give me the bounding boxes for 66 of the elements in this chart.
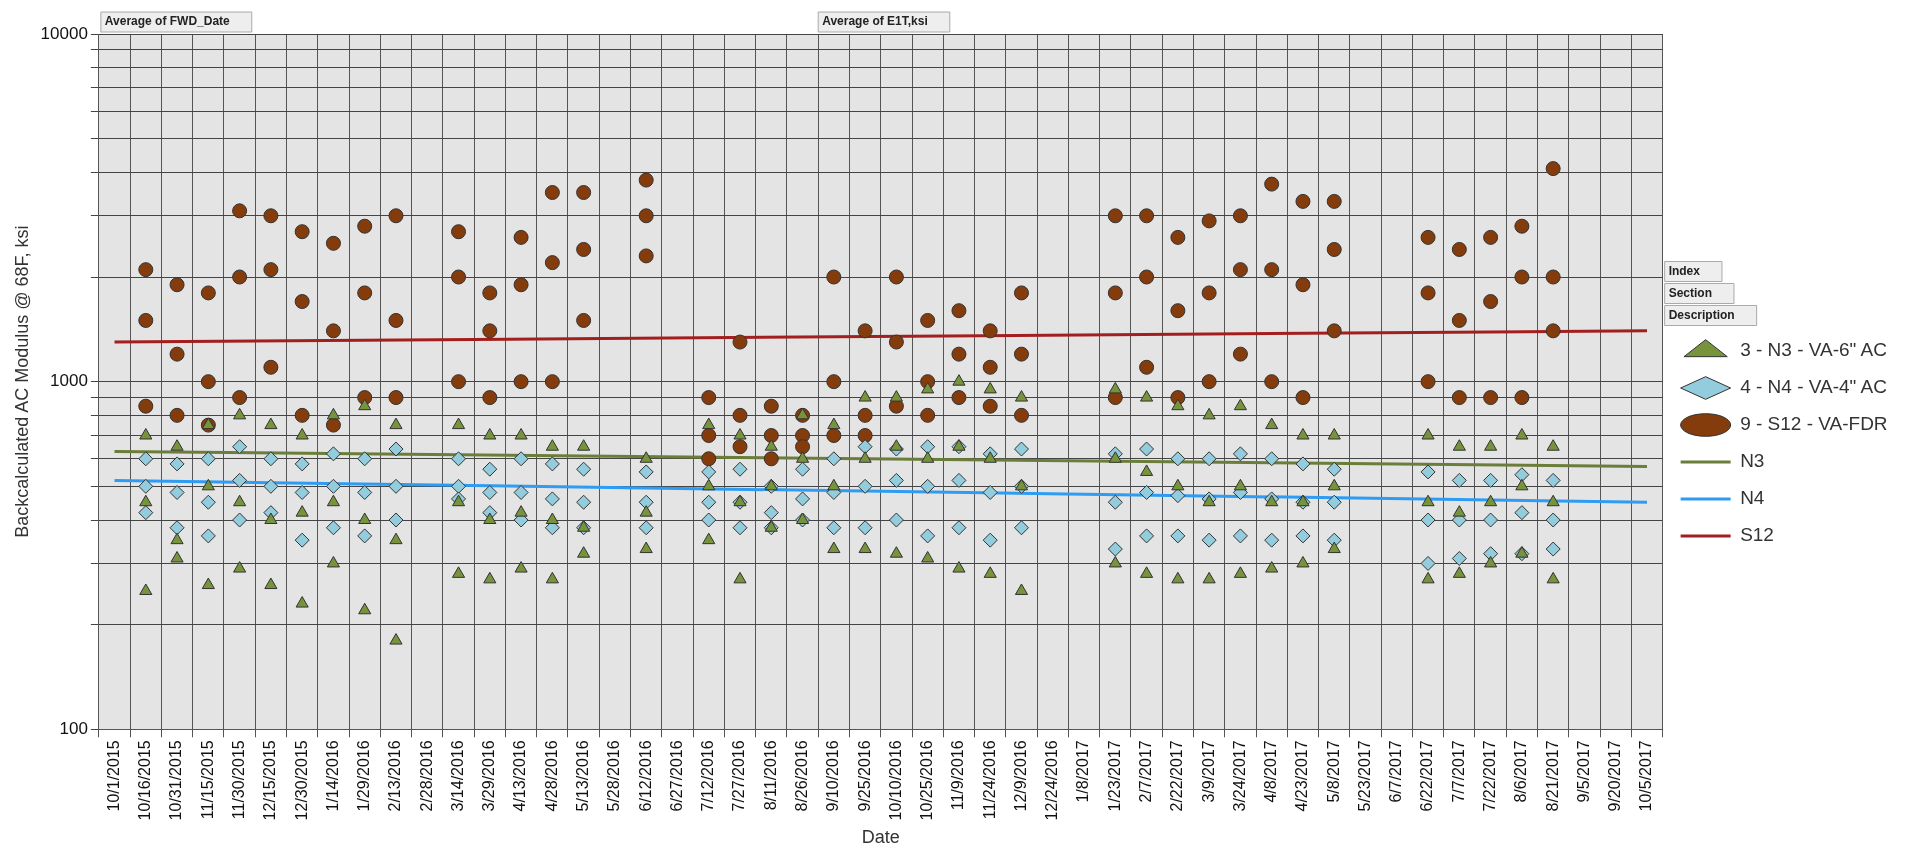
x-tick-label: 3/29/2016 bbox=[480, 740, 498, 812]
x-tick-label: 2/7/2017 bbox=[1137, 740, 1154, 803]
x-tick-label: 10/5/2017 bbox=[1637, 740, 1655, 812]
x-tick-label: 7/12/2016 bbox=[699, 740, 717, 812]
x-tick-label: 7/27/2016 bbox=[730, 740, 748, 812]
x-tick-label: 8/21/2017 bbox=[1543, 740, 1561, 812]
x-tick-label: 5/8/2017 bbox=[1324, 740, 1342, 803]
x-tick-label: 12/9/2016 bbox=[1011, 740, 1029, 812]
x-tick-label: 10/16/2015 bbox=[136, 740, 154, 821]
x-tick-label: 8/26/2016 bbox=[792, 740, 810, 812]
x-tick-label: 6/27/2016 bbox=[667, 740, 685, 812]
legend-label: N4 bbox=[1740, 487, 1765, 509]
x-tick-label: 6/22/2017 bbox=[1418, 740, 1436, 812]
x-tick-label: 4/8/2017 bbox=[1262, 740, 1280, 803]
x-tick-label: 10/31/2015 bbox=[167, 740, 185, 821]
x-tick-label: 9/10/2016 bbox=[824, 740, 842, 812]
legend-label: S12 bbox=[1740, 524, 1774, 546]
x-tick-label: 3/9/2017 bbox=[1199, 740, 1217, 803]
x-tick-label: 11/24/2016 bbox=[980, 740, 998, 820]
x-tick-label: 12/24/2016 bbox=[1043, 740, 1061, 821]
x-tick-label: 3/24/2017 bbox=[1230, 740, 1248, 812]
x-tick-label: 8/6/2017 bbox=[1512, 740, 1530, 803]
x-tick-label: 12/30/2015 bbox=[292, 740, 310, 821]
x-tick-label: 7/22/2017 bbox=[1481, 740, 1499, 812]
text: Average of FWD_Date bbox=[104, 14, 231, 29]
text: Section bbox=[1668, 285, 1712, 300]
x-tick-label: 9/5/2017 bbox=[1574, 740, 1592, 803]
x-tick-label: 10/25/2016 bbox=[918, 740, 936, 821]
legend-label: 4 - N4 - VA-4" AC bbox=[1740, 376, 1887, 398]
y-tick-label: 100 bbox=[59, 719, 88, 739]
x-tick-label: 8/11/2016 bbox=[761, 740, 779, 811]
x-tick-label: 2/28/2016 bbox=[417, 740, 435, 812]
x-tick-label: 6/7/2017 bbox=[1387, 740, 1405, 803]
x-tick-label: 1/8/2017 bbox=[1074, 740, 1092, 803]
x-tick-label: 10/1/2015 bbox=[104, 740, 122, 812]
x-tick-label: 5/13/2016 bbox=[574, 740, 592, 812]
x-tick-label: 10/10/2016 bbox=[886, 740, 904, 821]
x-tick-label: 11/9/2016 bbox=[949, 740, 967, 811]
y-axis-title: Backcalculated AC Modulus @ 68F, ksi bbox=[11, 225, 32, 538]
x-tick-label: 7/7/2017 bbox=[1449, 740, 1467, 803]
x-tick-label: 3/14/2016 bbox=[448, 740, 466, 812]
text: Description bbox=[1668, 307, 1735, 322]
x-tick-label: 4/28/2016 bbox=[542, 740, 560, 812]
legend-label: 3 - N3 - VA-6" AC bbox=[1740, 339, 1887, 361]
y-tick-label: 1000 bbox=[50, 371, 88, 391]
x-tick-label: 1/23/2017 bbox=[1105, 740, 1123, 812]
x-tick-label: 9/20/2017 bbox=[1606, 740, 1624, 812]
x-tick-label: 5/28/2016 bbox=[605, 740, 623, 812]
x-tick-label: 4/23/2017 bbox=[1293, 740, 1311, 812]
x-tick-label: 2/22/2017 bbox=[1168, 740, 1186, 812]
x-tick-label: 11/15/2015 bbox=[198, 740, 216, 820]
x-axis-title: Date bbox=[861, 827, 900, 848]
x-tick-label: 9/25/2016 bbox=[855, 740, 873, 812]
x-tick-label: 2/13/2016 bbox=[386, 740, 404, 812]
x-tick-label: 4/13/2016 bbox=[511, 740, 529, 812]
legend-label: 9 - S12 - VA-FDR bbox=[1740, 413, 1888, 435]
x-tick-label: 1/14/2016 bbox=[323, 740, 341, 812]
text: Average of E1T,ksi bbox=[822, 14, 928, 29]
x-tick-label: 1/29/2016 bbox=[355, 740, 373, 812]
x-tick-label: 11/30/2015 bbox=[230, 740, 248, 820]
legend-label: N3 bbox=[1740, 450, 1765, 472]
x-tick-label: 6/12/2016 bbox=[636, 740, 654, 812]
x-tick-label: 5/23/2017 bbox=[1355, 740, 1373, 812]
y-tick-label: 10000 bbox=[40, 23, 88, 43]
x-tick-label: 12/15/2015 bbox=[261, 740, 279, 821]
text: Index bbox=[1668, 263, 1701, 278]
